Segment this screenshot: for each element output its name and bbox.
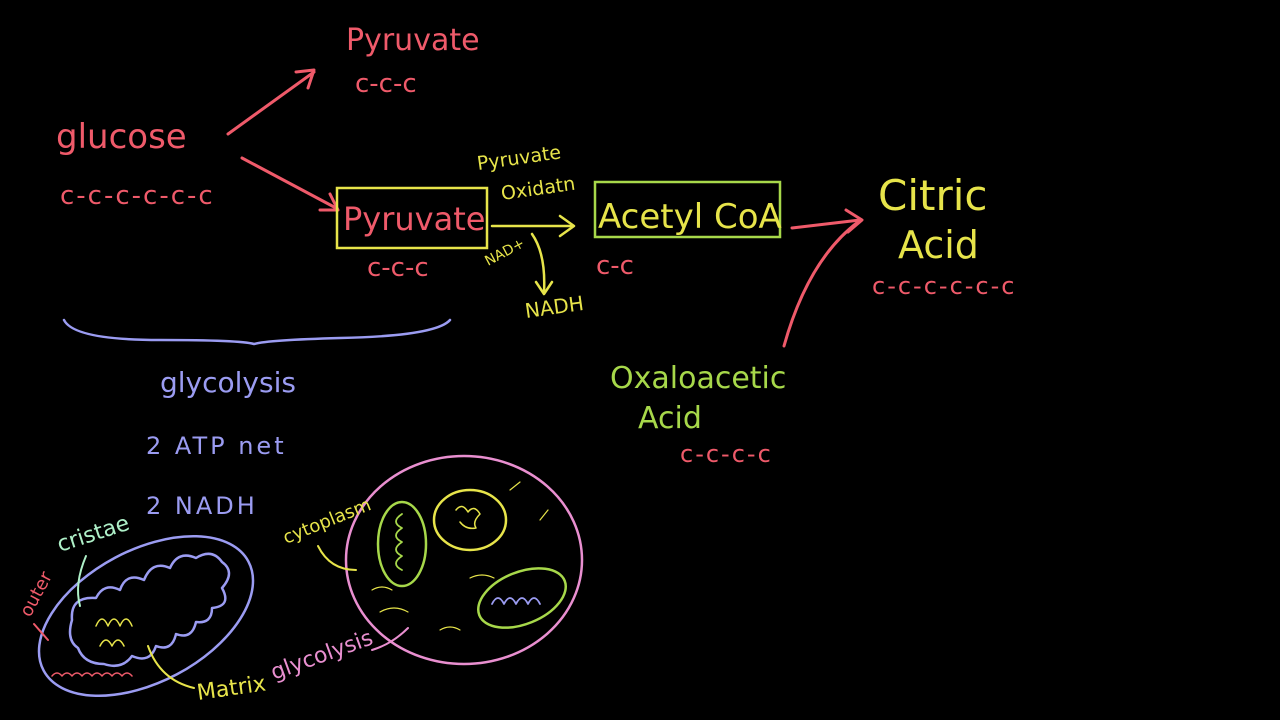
citric-line2: Acid — [898, 223, 979, 267]
oxaloacetic-line2: Acid — [638, 401, 702, 436]
arrow-outer — [33, 623, 49, 641]
cell-mitochondrion-2-cristae — [491, 597, 541, 605]
citric-carbons: c-c-c-c-c-c — [872, 272, 1016, 300]
acetyl-coa-label: Acetyl CoA — [598, 197, 782, 237]
cell-nucleus — [432, 488, 508, 552]
arrow-glucose-to-top-pyruvate — [226, 68, 316, 136]
glucose-label: glucose — [56, 117, 187, 157]
oxaloacetic-line1: Oxaloacetic — [610, 361, 786, 396]
arrow-matrix — [147, 645, 195, 689]
top-pyruvate-label: Pyruvate — [346, 23, 480, 58]
acetyl-coa-box — [593, 180, 782, 239]
arrow-nad-to-nadh — [530, 232, 554, 296]
acetyl-coa-carbons: c-c — [596, 251, 634, 281]
matrix-scribble — [95, 618, 133, 647]
arrow-glycolysis-to-cell — [371, 627, 409, 651]
arrow-cytoplasm — [317, 545, 357, 571]
cell-nucleus-contents — [455, 505, 481, 530]
cell-mitochondrion-1 — [376, 500, 428, 588]
cell-mitochondrion-1-cristae — [395, 513, 403, 571]
cell-membrane — [344, 454, 584, 666]
pyruvate-box — [335, 186, 489, 250]
mitochondrion-cristae-membrane — [68, 552, 231, 667]
outer-membrane-hatching — [51, 672, 133, 677]
arrow-pyruvate-to-acetyl — [490, 214, 576, 238]
glucose-carbons: c-c-c-c-c-c — [60, 181, 215, 211]
mitochondrion-outer-membrane — [37, 534, 255, 698]
cell-mitochondrion-2 — [477, 567, 567, 629]
cell-drawing — [317, 454, 584, 666]
arrow-oxaloacetic-to-citric — [782, 220, 860, 348]
arrow-cristae — [77, 555, 87, 607]
top-pyruvate-carbons: c-c-c — [355, 69, 417, 99]
glycolysis-brace — [62, 318, 452, 346]
pyruvate-carbons: c-c-c — [367, 253, 429, 283]
pyruvate-label: Pyruvate — [343, 200, 485, 238]
glycolysis-label: glycolysis — [160, 366, 296, 399]
glycolysis-nadh: 2 NADH — [146, 492, 258, 520]
citric-line1: Citric — [878, 171, 988, 220]
oxaloacetic-carbons: c-c-c-c — [680, 440, 773, 468]
mitochondrion-drawing — [33, 534, 255, 698]
cytoplasm-squiggles — [371, 481, 549, 631]
glycolysis-atp: 2 ATP net — [146, 432, 287, 460]
